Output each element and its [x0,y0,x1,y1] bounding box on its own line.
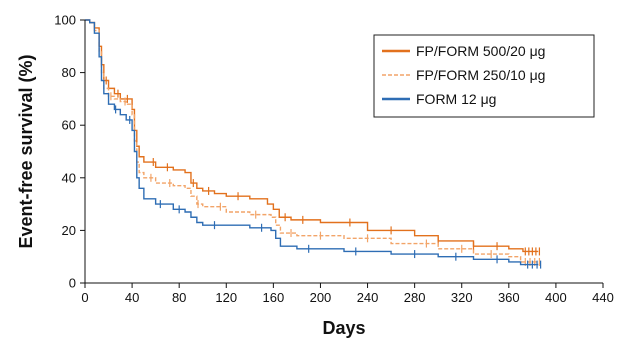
x-tick-label: 320 [451,290,473,305]
x-tick-label: 0 [81,290,88,305]
y-tick-label: 100 [54,13,76,28]
series-2 [85,19,542,269]
x-tick-label: 120 [215,290,237,305]
series-line [85,19,539,266]
plot-area [85,19,542,269]
series-1 [85,19,541,266]
x-tick-label: 280 [404,290,426,305]
x-tick-label: 400 [545,290,567,305]
x-tick-label: 240 [357,290,379,305]
x-ticks: 0 40 80 120 160 200 240 280 320 360 400 440 [81,283,614,305]
x-axis-title: Days [322,318,365,338]
y-tick-label: 20 [62,223,76,238]
x-tick-label: 200 [310,290,332,305]
legend-label: FP/FORM 250/10 μg [416,67,545,83]
y-axis-title: Event-free survival (%) [16,54,36,248]
legend-box [373,34,595,118]
series-line [85,19,539,263]
x-tick-label: 80 [172,290,186,305]
x-tick-label: 440 [592,290,614,305]
y-tick-label: 60 [62,118,76,133]
legend-label: FORM 12 μg [416,91,496,107]
x-tick-label: 160 [263,290,285,305]
y-ticks: 0 20 40 60 80 100 [54,13,85,291]
legend: FP/FORM 500/20 μg FP/FORM 250/10 μg FORM 1… [373,34,595,118]
x-tick-label: 360 [498,290,520,305]
x-tick-label: 40 [125,290,139,305]
y-tick-label: 0 [69,276,76,291]
axes [84,20,603,284]
y-tick-label: 40 [62,170,76,185]
y-tick-label: 80 [62,65,76,80]
series-line [85,19,539,253]
legend-label: FP/FORM 500/20 μg [416,43,545,59]
